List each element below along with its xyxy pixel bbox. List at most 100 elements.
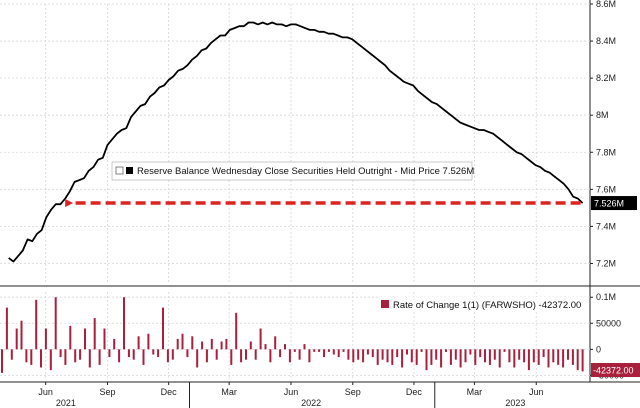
rate-bar [84, 328, 86, 350]
rate-bar [425, 349, 428, 371]
rate-last-value-badge [591, 363, 640, 377]
rate-bar [157, 349, 160, 358]
rate-bar [371, 349, 374, 358]
rate-bar [215, 349, 218, 360]
y-tick-label: 8.2M [596, 73, 616, 83]
rate-bar [293, 349, 296, 352]
rate-bar [464, 349, 467, 363]
rate-bar [401, 349, 404, 368]
rate-bar [298, 349, 301, 360]
rate-bar [571, 349, 574, 365]
rate-bar [49, 349, 52, 371]
y-tick-label: 50000 [596, 318, 621, 328]
rate-bar [537, 349, 540, 365]
y-tick-label: 7.8M [596, 147, 616, 157]
rate-bar [20, 320, 23, 350]
rate-bar [137, 336, 140, 350]
rate-bar [342, 349, 345, 352]
rate-bar [376, 349, 379, 365]
rate-bar [44, 328, 47, 350]
rate-bar [191, 336, 194, 350]
rate-bar [127, 349, 130, 358]
rate-legend-swatch [381, 300, 389, 308]
rate-legend-label: Rate of Change 1(1) (FARWSHO) -42372.00 [393, 300, 581, 311]
legend-toggle-icon[interactable] [115, 166, 124, 175]
price-legend-box [111, 161, 473, 181]
rate-bar [40, 349, 42, 368]
rate-bar [220, 341, 223, 350]
rate-bar [10, 349, 13, 360]
rate-bar [581, 349, 584, 372]
rate-bar [288, 349, 291, 363]
x-tick-label: Dec [406, 387, 423, 397]
x-tick-label: Sep [345, 387, 361, 397]
rate-bar [201, 341, 204, 350]
rate-bar [420, 349, 423, 352]
rate-bar [196, 349, 199, 368]
rate-bar [93, 318, 96, 350]
x-year-label: 2022 [301, 398, 321, 408]
rate-bar [69, 325, 72, 350]
rate-bar [396, 349, 399, 358]
y-tick-label: 8.4M [596, 36, 616, 46]
rate-bar [518, 349, 521, 360]
rate-bar [352, 349, 355, 363]
rate-bar [79, 349, 82, 360]
rate-bar [269, 349, 272, 363]
rate-bar [347, 349, 350, 360]
rate-bar [59, 349, 62, 358]
rate-bar [35, 299, 38, 350]
rate-bar [406, 349, 408, 355]
y-tick-label: 7.6M [596, 184, 616, 194]
rate-bar [230, 349, 233, 365]
rate-bar [103, 328, 106, 350]
rate-bar [469, 349, 472, 355]
x-tick-label: Jun [529, 387, 544, 397]
rate-bar [493, 349, 496, 360]
rate-bar [513, 349, 516, 368]
x-tick-label: Jun [284, 387, 299, 397]
rate-bar [557, 349, 560, 365]
rate-bar [171, 349, 174, 360]
rate-bar [523, 349, 526, 363]
rate-bar [274, 336, 277, 350]
rate-bar [415, 349, 418, 365]
last-value-badge [591, 196, 637, 211]
rate-bar [264, 344, 267, 350]
rate-bar [25, 349, 28, 363]
rate-bar [88, 349, 91, 368]
rate-bar [532, 349, 535, 363]
rate-bar [391, 349, 394, 365]
x-tick-label: Mar [221, 387, 237, 397]
last-value-label: 7.526M [594, 199, 624, 209]
rate-bar [318, 349, 321, 352]
rate-bar [254, 349, 257, 360]
rate-bar [279, 349, 282, 358]
rate-bar [259, 328, 262, 350]
rate-bar [308, 349, 311, 363]
rate-bar [547, 349, 550, 368]
rate-bar [449, 349, 452, 365]
x-tick-label: Dec [161, 387, 178, 397]
rate-bar [357, 349, 360, 360]
rate-bar [235, 312, 238, 350]
rate-bar [147, 333, 150, 350]
rate-bar [576, 349, 579, 371]
rate-bar [176, 338, 179, 350]
rate-bar [386, 349, 389, 363]
rate-bar [323, 349, 325, 358]
rate-bar [30, 349, 33, 365]
price-legend-label: Reserve Balance Wednesday Close Securiti… [137, 166, 474, 177]
rate-bar [118, 349, 121, 363]
rate-bar [459, 349, 462, 368]
x-tick-label: Sep [100, 387, 116, 397]
rate-bar [488, 349, 491, 365]
rate-bar [440, 349, 443, 368]
legend-swatch [126, 167, 133, 174]
rate-bar [474, 349, 477, 365]
y-tick-label: 8M [596, 110, 609, 120]
rate-bar [166, 349, 169, 363]
rate-bar [479, 349, 482, 358]
